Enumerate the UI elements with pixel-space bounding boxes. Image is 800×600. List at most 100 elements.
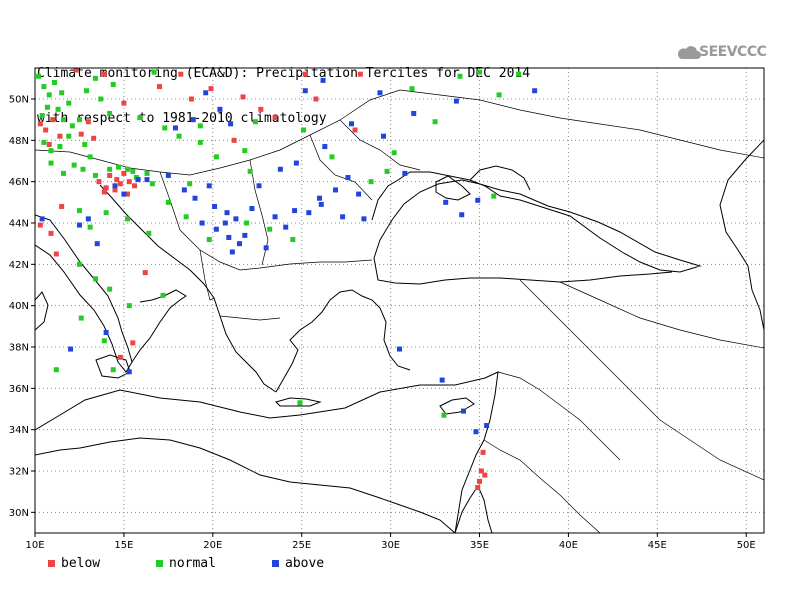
station-point-normal — [151, 69, 157, 75]
station-point-below — [121, 170, 127, 176]
station-point-above — [345, 175, 351, 181]
station-point-below — [101, 71, 107, 77]
station-point-above — [292, 208, 298, 214]
station-point-normal — [477, 69, 483, 75]
station-point-below — [50, 117, 56, 123]
station-point-normal — [98, 96, 104, 102]
station-point-above — [172, 125, 178, 131]
station-point-normal — [66, 133, 72, 139]
station-point-normal — [432, 119, 438, 125]
station-point-above — [402, 170, 408, 176]
y-tick-label: 46N — [9, 177, 29, 188]
station-point-above — [190, 117, 196, 123]
coastlines — [35, 139, 764, 533]
station-point-below — [59, 203, 65, 209]
station-point-below — [53, 251, 59, 257]
y-tick-label: 38N — [9, 343, 29, 354]
station-point-normal — [290, 237, 296, 243]
station-point-above — [233, 216, 239, 222]
station-point-below — [121, 100, 127, 106]
station-point-normal — [124, 216, 130, 222]
station-point-below — [240, 94, 246, 100]
station-point-normal — [130, 168, 136, 174]
station-point-normal — [160, 292, 166, 298]
y-tick-label: 32N — [9, 467, 29, 478]
station-point-normal — [41, 84, 47, 90]
station-point-above — [256, 183, 262, 189]
station-point-above — [532, 88, 538, 94]
station-point-above — [302, 88, 308, 94]
station-point-normal — [110, 82, 116, 88]
x-tick-label: 15E — [114, 540, 133, 551]
station-point-normal — [76, 261, 82, 267]
station-point-normal — [78, 315, 84, 321]
station-point-normal — [80, 166, 86, 172]
station-point-above — [263, 245, 269, 251]
station-point-below — [103, 185, 109, 191]
station-point-normal — [82, 141, 88, 147]
station-point-normal — [242, 148, 248, 154]
station-point-normal — [48, 148, 54, 154]
station-point-below — [57, 133, 63, 139]
station-point-normal — [491, 193, 497, 199]
station-point-above — [236, 241, 242, 247]
station-point-below — [124, 191, 130, 197]
station-point-above — [222, 220, 228, 226]
station-point-normal — [59, 90, 65, 96]
station-point-above — [397, 346, 402, 352]
station-point-normal — [110, 367, 116, 373]
station-point-normal — [84, 88, 90, 94]
station-point-normal — [87, 224, 93, 230]
station-point-above — [439, 377, 445, 383]
legend-item-normal: normal — [156, 556, 216, 571]
borders — [35, 89, 764, 533]
station-point-normal — [76, 208, 82, 214]
station-point-normal — [126, 303, 132, 309]
station-point-below — [480, 449, 486, 455]
station-point-above — [85, 216, 91, 222]
x-tick-label: 40E — [559, 540, 578, 551]
station-point-above — [126, 369, 132, 375]
y-tick-label: 30N — [9, 508, 29, 519]
station-point-below — [43, 127, 49, 133]
station-point-above — [192, 195, 198, 201]
station-point-normal — [137, 115, 143, 121]
station-point-above — [283, 224, 289, 230]
legend-label-normal: normal — [169, 556, 216, 571]
station-point-normal — [206, 237, 212, 243]
station-point-above — [121, 191, 127, 197]
station-point-above — [249, 206, 255, 212]
station-point-normal — [457, 73, 463, 79]
station-point-above — [475, 197, 481, 203]
plot-frame — [34, 67, 765, 534]
station-point-normal — [124, 166, 130, 172]
station-point-above — [217, 106, 223, 112]
station-point-above — [461, 408, 467, 414]
x-tick-label: 10E — [25, 540, 44, 551]
station-point-above — [318, 201, 324, 207]
station-point-normal — [44, 104, 50, 110]
map-grid — [34, 68, 764, 533]
station-point-below — [48, 230, 54, 236]
station-point-above — [242, 232, 248, 238]
station-point-normal — [244, 220, 250, 226]
x-tick-label: 45E — [648, 540, 667, 551]
logo-text: SEEVCCC — [699, 44, 767, 60]
station-point-below — [313, 96, 319, 102]
station-point-below — [208, 86, 214, 92]
station-point-below — [37, 222, 43, 228]
station-point-above — [229, 249, 235, 255]
station-point-normal — [107, 110, 113, 116]
station-point-normal — [87, 154, 93, 160]
y-tick-label: 50N — [9, 95, 29, 106]
y-tick-label: 36N — [9, 384, 29, 395]
station-point-above — [306, 210, 312, 216]
axis-ticks: 10E 15E 20E 25E 30E 35E 40E 45E 50E 30N 32N 34N 36N 3… — [9, 95, 756, 552]
legend-swatch-normal — [156, 560, 163, 567]
station-point-normal — [48, 160, 54, 166]
station-point-below — [352, 127, 358, 133]
station-point-above — [380, 133, 386, 139]
legend-swatch-above — [272, 560, 279, 567]
station-point-above — [277, 166, 283, 172]
station-point-below — [272, 115, 278, 121]
